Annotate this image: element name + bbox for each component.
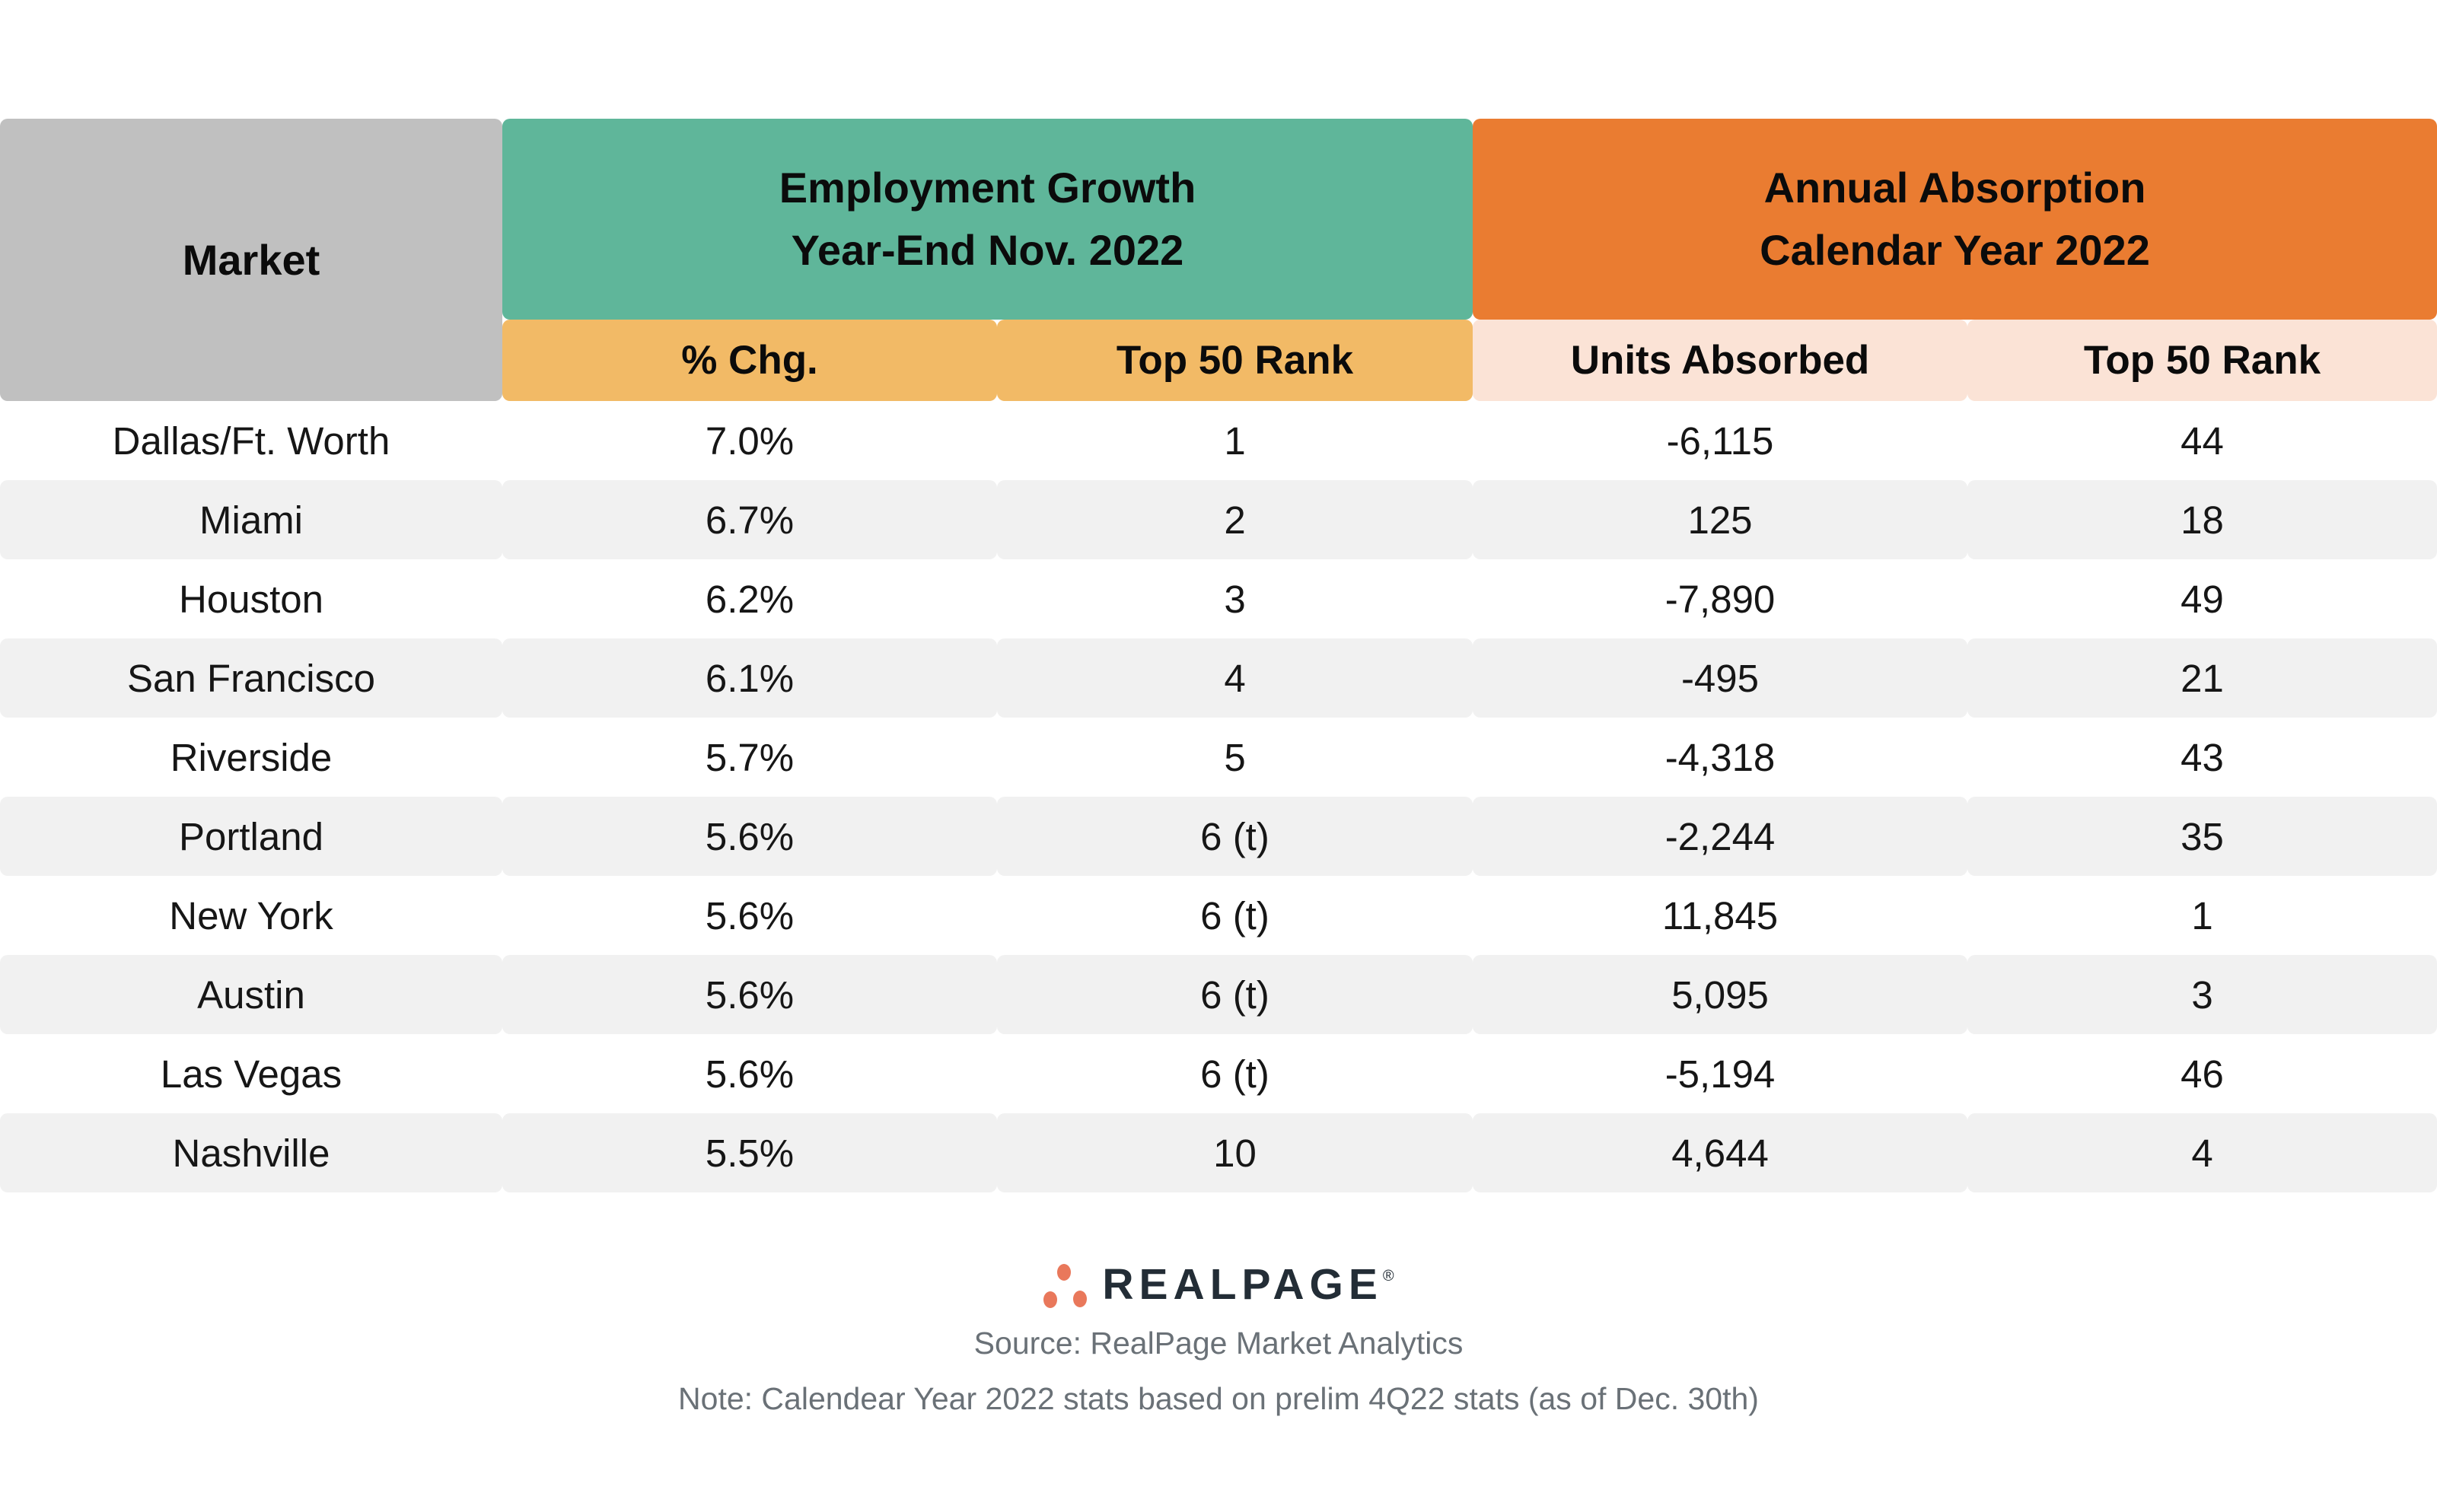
pct-chg-cell: 5.6% <box>502 955 997 1034</box>
employment-rank-cell: 2 <box>997 480 1473 559</box>
registered-trademark-symbol: ® <box>1382 1267 1394 1284</box>
table-row: Austin 5.6% 6 (t) 5,095 3 <box>0 955 2437 1034</box>
units-absorbed-cell: -7,890 <box>1473 559 1967 638</box>
sub-header-row: % Chg. Top 50 Rank Units Absorbed Top 50… <box>0 320 2437 401</box>
pct-chg-cell: 7.0% <box>502 401 997 480</box>
table-row: Las Vegas 5.6% 6 (t) -5,194 46 <box>0 1034 2437 1113</box>
units-absorbed-cell: -5,194 <box>1473 1034 1967 1113</box>
absorption-rank-cell: 1 <box>1967 876 2437 955</box>
absorption-rank-cell: 43 <box>1967 718 2437 797</box>
market-cell: Riverside <box>0 718 502 797</box>
market-cell: Houston <box>0 559 502 638</box>
market-cell: Las Vegas <box>0 1034 502 1113</box>
market-cell: Dallas/Ft. Worth <box>0 401 502 480</box>
market-stats-table: Market Employment Growth Year-End Nov. 2… <box>0 119 2437 1192</box>
units-absorbed-cell: 11,845 <box>1473 876 1967 955</box>
employment-rank-cell: 6 (t) <box>997 797 1473 876</box>
realpage-wordmark-wrap: REALPAGE® <box>1102 1259 1394 1310</box>
table-row: Riverside 5.7% 5 -4,318 43 <box>0 718 2437 797</box>
market-cell: Portland <box>0 797 502 876</box>
absorption-rank-cell: 49 <box>1967 559 2437 638</box>
pct-chg-column-header: % Chg. <box>502 320 997 401</box>
market-cell: New York <box>0 876 502 955</box>
table-row: Nashville 5.5% 10 4,644 4 <box>0 1113 2437 1192</box>
absorption-rank-column-header: Top 50 Rank <box>1967 320 2437 401</box>
employment-rank-cell: 6 (t) <box>997 876 1473 955</box>
units-absorbed-cell: 125 <box>1473 480 1967 559</box>
table-row: New York 5.6% 6 (t) 11,845 1 <box>0 876 2437 955</box>
employment-growth-group-header: Employment Growth Year-End Nov. 2022 <box>502 119 1473 320</box>
employment-rank-cell: 6 (t) <box>997 1034 1473 1113</box>
pct-chg-cell: 6.7% <box>502 480 997 559</box>
market-cell: Austin <box>0 955 502 1034</box>
realpage-logo: REALPAGE® <box>0 1254 2437 1315</box>
table-row: Miami 6.7% 2 125 18 <box>0 480 2437 559</box>
employment-rank-cell: 3 <box>997 559 1473 638</box>
units-absorbed-cell: 5,095 <box>1473 955 1967 1034</box>
employment-rank-cell: 10 <box>997 1113 1473 1192</box>
employment-rank-cell: 6 (t) <box>997 955 1473 1034</box>
pct-chg-cell: 6.2% <box>502 559 997 638</box>
table-row: Portland 5.6% 6 (t) -2,244 35 <box>0 797 2437 876</box>
pct-chg-cell: 5.5% <box>502 1113 997 1192</box>
table-row: Dallas/Ft. Worth 7.0% 1 -6,115 44 <box>0 401 2437 480</box>
units-absorbed-cell: -4,318 <box>1473 718 1967 797</box>
absorption-rank-cell: 21 <box>1967 638 2437 718</box>
employment-rank-cell: 4 <box>997 638 1473 718</box>
table-row: San Francisco 6.1% 4 -495 21 <box>0 638 2437 718</box>
employment-rank-cell: 1 <box>997 401 1473 480</box>
pct-chg-cell: 5.7% <box>502 718 997 797</box>
units-absorbed-column-header: Units Absorbed <box>1473 320 1967 401</box>
market-cell: Nashville <box>0 1113 502 1192</box>
units-absorbed-cell: -2,244 <box>1473 797 1967 876</box>
market-cell: San Francisco <box>0 638 502 718</box>
pct-chg-cell: 6.1% <box>502 638 997 718</box>
absorption-rank-cell: 44 <box>1967 401 2437 480</box>
realpage-wordmark: REALPAGE <box>1102 1260 1383 1309</box>
employment-rank-column-header: Top 50 Rank <box>997 320 1473 401</box>
annual-absorption-group-header: Annual Absorption Calendar Year 2022 <box>1473 119 2437 320</box>
units-absorbed-cell: -495 <box>1473 638 1967 718</box>
pct-chg-cell: 5.6% <box>502 876 997 955</box>
source-text: Source: RealPage Market Analytics <box>973 1326 1464 1361</box>
absorption-rank-cell: 46 <box>1967 1034 2437 1113</box>
annual-absorption-title-line2: Calendar Year 2022 <box>1760 226 2150 274</box>
employment-rank-cell: 5 <box>997 718 1473 797</box>
annual-absorption-title-line1: Annual Absorption <box>1763 164 2146 212</box>
note-text: Note: Calendear Year 2022 stats based on… <box>678 1381 1759 1416</box>
employment-growth-title-line1: Employment Growth <box>779 164 1196 212</box>
absorption-rank-cell: 18 <box>1967 480 2437 559</box>
absorption-rank-cell: 4 <box>1967 1113 2437 1192</box>
group-header-row: Market Employment Growth Year-End Nov. 2… <box>0 119 2437 401</box>
employment-growth-title-line2: Year-End Nov. 2022 <box>791 226 1184 274</box>
units-absorbed-cell: -6,115 <box>1473 401 1967 480</box>
realpage-logo-dots-icon <box>1043 1264 1088 1308</box>
absorption-rank-cell: 3 <box>1967 955 2437 1034</box>
market-column-header: Market <box>0 119 502 401</box>
table-row: Houston 6.2% 3 -7,890 49 <box>0 559 2437 638</box>
units-absorbed-cell: 4,644 <box>1473 1113 1967 1192</box>
market-cell: Miami <box>0 480 502 559</box>
pct-chg-cell: 5.6% <box>502 797 997 876</box>
absorption-rank-cell: 35 <box>1967 797 2437 876</box>
pct-chg-cell: 5.6% <box>502 1034 997 1113</box>
